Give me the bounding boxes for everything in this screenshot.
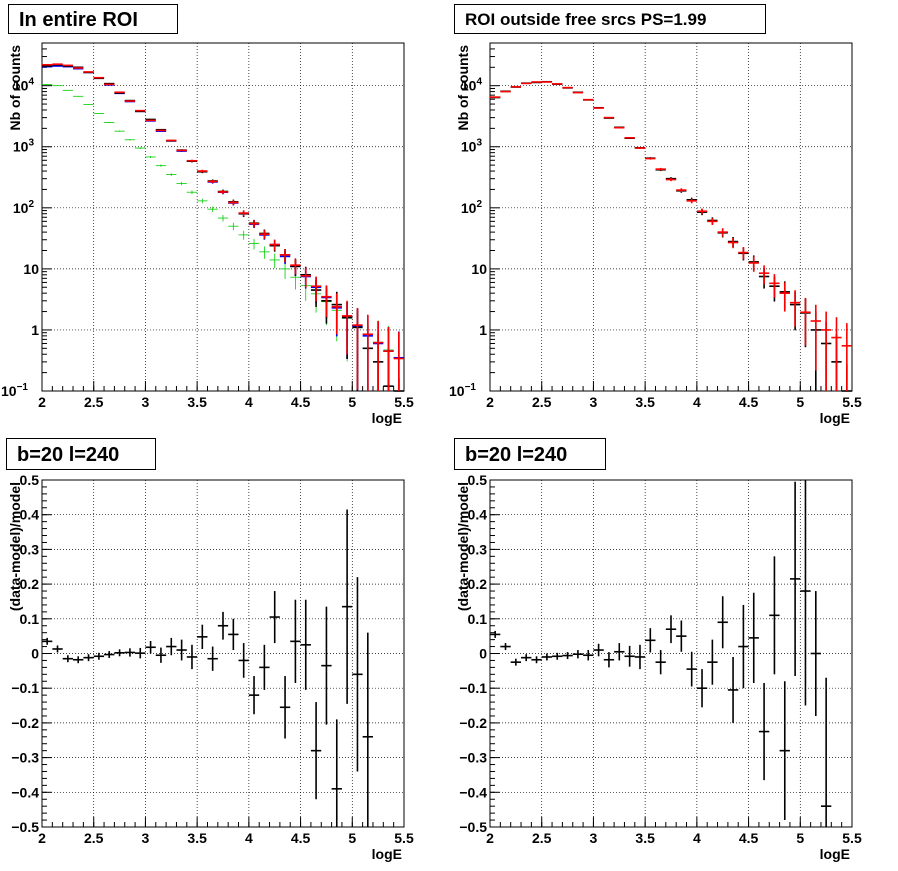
x-tick-label: 3 — [142, 394, 150, 410]
series — [42, 63, 404, 391]
y-tick-label: −0.4 — [11, 784, 39, 800]
x-tick-label: 4 — [245, 830, 253, 846]
y-axis-label: (data-model)/model — [7, 482, 23, 611]
y-tick-label: 10 — [471, 261, 487, 277]
y-tick-label: −0.4 — [459, 784, 487, 800]
panel-2-title: ROI outside free srcs PS=1.99 — [454, 4, 766, 34]
y-tick-label: 10−1 — [449, 382, 476, 399]
x-tick-label: 5.5 — [394, 394, 414, 410]
y-tick-label: 0 — [479, 646, 487, 662]
x-tick-label: 3.5 — [187, 830, 207, 846]
y-tick-label: −0.3 — [459, 750, 487, 766]
y-tick-label: −0.3 — [11, 750, 39, 766]
x-tick-label: 4 — [245, 394, 253, 410]
y-tick-label: 1 — [479, 322, 487, 338]
x-tick-label: 2.5 — [532, 830, 552, 846]
series — [490, 80, 852, 392]
x-tick-label: 2 — [38, 830, 46, 846]
series — [490, 480, 832, 827]
x-tick-label: 4 — [693, 830, 701, 846]
x-tick-label: 5 — [796, 830, 804, 846]
x-tick-label: 2 — [486, 830, 494, 846]
y-tick-label: 0.5 — [468, 472, 488, 488]
x-axis-label: logE — [820, 410, 850, 426]
x-axis-label: logE — [820, 846, 850, 862]
y-tick-label: 0.4 — [468, 507, 488, 523]
y-tick-label: 0.2 — [20, 576, 40, 592]
y-tick-label: 103 — [461, 138, 483, 155]
x-tick-label: 5.5 — [842, 830, 862, 846]
x-tick-label: 2.5 — [532, 394, 552, 410]
x-axis-label: logE — [372, 846, 402, 862]
y-tick-label: −0.5 — [11, 819, 39, 835]
panel-1-title: In entire ROI — [8, 4, 178, 34]
y-tick-label: 102 — [461, 199, 483, 216]
y-tick-label: −0.2 — [11, 715, 39, 731]
y-tick-label: −0.1 — [11, 680, 39, 696]
y-tick-label: 1 — [31, 322, 39, 338]
x-tick-label: 3.5 — [635, 830, 655, 846]
y-axis-label: Nb of counts — [7, 45, 23, 131]
x-tick-label: 4.5 — [291, 830, 311, 846]
panel-3-title: b=20 l=240 — [6, 438, 156, 470]
x-tick-label: 4.5 — [739, 394, 759, 410]
x-tick-label: 5 — [348, 394, 356, 410]
x-axis-label: logE — [372, 410, 402, 426]
y-tick-label: 10 — [23, 261, 39, 277]
y-tick-label: 0.1 — [20, 611, 40, 627]
x-tick-label: 5 — [796, 394, 804, 410]
x-tick-label: 3 — [590, 830, 598, 846]
series — [42, 65, 404, 391]
x-tick-label: 2.5 — [84, 394, 104, 410]
x-tick-label: 3 — [142, 830, 150, 846]
y-axis-label: (data-model)/model — [455, 482, 471, 611]
x-tick-label: 2.5 — [84, 830, 104, 846]
x-tick-label: 4 — [693, 394, 701, 410]
x-tick-label: 3.5 — [187, 394, 207, 410]
x-tick-label: 3 — [590, 394, 598, 410]
y-tick-label: −0.2 — [459, 715, 487, 731]
y-tick-label: 0 — [31, 646, 39, 662]
x-tick-label: 3.5 — [635, 394, 655, 410]
y-tick-label: −0.1 — [459, 680, 487, 696]
x-tick-label: 2 — [486, 394, 494, 410]
x-tick-label: 2 — [38, 394, 46, 410]
y-tick-label: 0.3 — [468, 541, 488, 557]
y-tick-label: −0.5 — [459, 819, 487, 835]
x-tick-label: 5.5 — [394, 830, 414, 846]
y-tick-label: 0.2 — [468, 576, 488, 592]
x-tick-label: 4.5 — [739, 830, 759, 846]
series — [42, 83, 404, 391]
x-tick-label: 4.5 — [291, 394, 311, 410]
series — [490, 81, 852, 391]
y-tick-label: 0.5 — [20, 472, 40, 488]
x-tick-label: 5.5 — [842, 394, 862, 410]
y-tick-label: 0.3 — [20, 541, 40, 557]
plot-frame-2 — [489, 42, 853, 392]
y-tick-label: 0.1 — [468, 611, 488, 627]
panel-4-title: b=20 l=240 — [454, 438, 606, 470]
x-tick-label: 5 — [348, 830, 356, 846]
y-tick-label: 102 — [13, 199, 35, 216]
series — [42, 509, 373, 827]
y-tick-label: 103 — [13, 138, 35, 155]
y-axis-label: Nb of counts — [455, 45, 471, 131]
y-tick-label: 0.4 — [20, 507, 40, 523]
y-tick-label: 10−1 — [1, 382, 28, 399]
